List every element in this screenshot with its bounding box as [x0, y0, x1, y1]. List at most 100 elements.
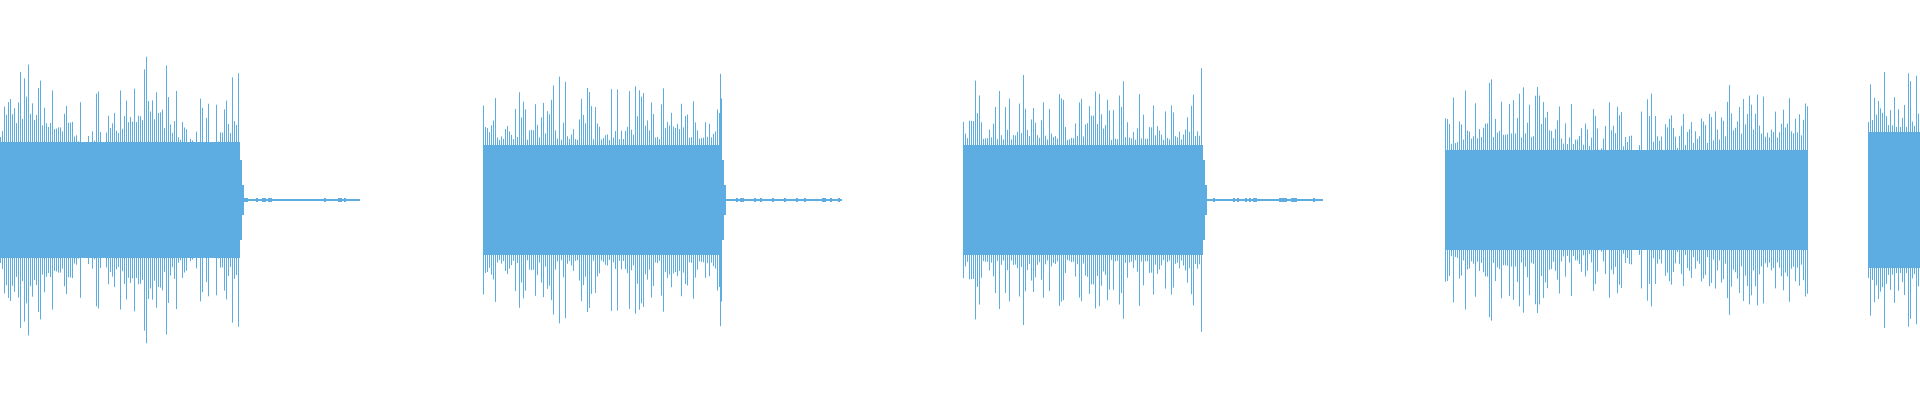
waveform-bar: [1908, 73, 1909, 327]
waveform-tail: [304, 199, 306, 201]
waveform-bar: [1507, 134, 1508, 266]
waveform-bar: [1091, 115, 1092, 285]
waveform-bar: [1633, 150, 1634, 250]
waveform-bar: [116, 130, 117, 270]
waveform-bar: [1127, 122, 1128, 278]
waveform-bar: [84, 149, 85, 251]
waveform-bar: [1619, 115, 1620, 285]
waveform-bar: [1163, 139, 1164, 261]
waveform-tail: [350, 199, 352, 201]
waveform-tail: [730, 199, 732, 201]
waveform-bar: [1763, 96, 1764, 304]
waveform-bar: [1775, 111, 1776, 289]
waveform-tail: [1299, 199, 1301, 201]
waveform-bar: [1691, 122, 1692, 278]
waveform-bar: [1071, 137, 1072, 263]
waveform-bar: [64, 113, 65, 287]
waveform-bar: [559, 76, 560, 324]
waveform-bar: [1065, 126, 1066, 274]
waveform-bar: [1761, 133, 1762, 267]
waveform-tail: [788, 199, 790, 201]
waveform-bar: [1037, 135, 1038, 265]
waveform-tail: [726, 199, 728, 201]
waveform-bar: [1898, 109, 1899, 291]
waveform-bar: [1541, 124, 1542, 276]
waveform-bar: [1535, 95, 1536, 305]
waveform-bar: [697, 130, 698, 270]
waveform-bar: [1904, 104, 1905, 296]
waveform-tail: [258, 199, 260, 201]
waveform-bar: [1665, 124, 1666, 276]
waveform-tail: [1319, 199, 1321, 201]
waveform-bar: [973, 121, 974, 279]
waveform-bar: [1105, 125, 1106, 275]
waveform-burst-core: [483, 145, 722, 255]
waveform-bar: [651, 102, 652, 298]
waveform-bar: [1497, 132, 1498, 268]
waveform-bar: [1906, 126, 1907, 274]
waveform-tail: [798, 199, 800, 201]
waveform-bar: [234, 121, 235, 279]
waveform-bar: [1878, 101, 1879, 299]
waveform-bar: [999, 90, 1000, 310]
waveform-bar: [24, 78, 25, 322]
waveform-bar: [519, 92, 520, 308]
waveform-bar: [1797, 132, 1798, 268]
waveform-bar: [102, 145, 103, 255]
waveform-tail: [334, 199, 336, 201]
waveform-bar: [1910, 81, 1911, 319]
waveform-bar: [134, 88, 135, 312]
waveform-bar: [46, 123, 47, 277]
waveform-tail: [836, 199, 838, 201]
waveform-bar: [587, 87, 588, 313]
waveform-bar: [1085, 124, 1086, 276]
waveform-bar: [1605, 125, 1606, 275]
waveform-tail: [750, 199, 752, 201]
waveform-bar: [74, 136, 75, 264]
waveform-bar: [603, 138, 604, 262]
waveform-bar: [114, 112, 115, 288]
waveform-bar: [186, 129, 187, 271]
waveform-bar: [1681, 126, 1682, 274]
waveform-tail: [1305, 199, 1307, 201]
waveform-bar: [10, 98, 11, 302]
waveform-bar: [1519, 93, 1520, 307]
waveform-bar: [1183, 134, 1184, 266]
waveform-bar: [76, 135, 77, 265]
waveform-bar: [591, 106, 592, 294]
waveform-bar: [641, 96, 642, 304]
waveform-bar: [579, 119, 580, 281]
waveform-bar: [1795, 118, 1796, 282]
waveform-tail: [1303, 199, 1305, 201]
waveform-bar: [681, 103, 682, 297]
waveform-tail: [330, 199, 332, 201]
waveform-bar: [1107, 99, 1108, 301]
waveform-bar: [569, 139, 570, 261]
waveform-tail: [1235, 199, 1237, 201]
waveform-bar: [1557, 120, 1558, 280]
waveform-bar: [1103, 128, 1104, 272]
waveform-tail: [1287, 199, 1289, 201]
waveform-tail: [346, 199, 348, 201]
waveform-bar: [1874, 97, 1875, 303]
waveform-bar: [1767, 132, 1768, 268]
waveform-bar: [1099, 93, 1100, 307]
waveform-bar: [527, 139, 528, 261]
waveform-bar: [965, 133, 966, 267]
waveform-bar: [1075, 123, 1076, 277]
waveform-bar: [1657, 136, 1658, 264]
waveform-bar: [166, 65, 167, 335]
waveform-bar: [1683, 114, 1684, 286]
waveform-bar: [619, 139, 620, 261]
waveform-bar: [68, 122, 69, 278]
waveform-bar: [1561, 138, 1562, 262]
waveform-bar: [1635, 150, 1636, 250]
waveform-tail: [1249, 198, 1251, 202]
waveform-bar: [1047, 139, 1048, 261]
waveform-bar: [1463, 139, 1464, 261]
waveform-tail: [772, 198, 774, 202]
waveform-tail: [1237, 198, 1239, 202]
waveform-tail: [832, 199, 834, 201]
